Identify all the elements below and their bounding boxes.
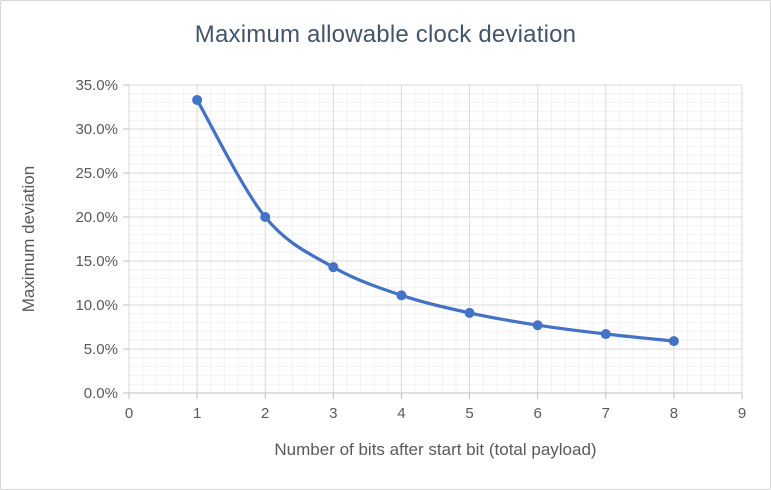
data-point-marker bbox=[532, 320, 543, 331]
y-tick-label: 20.0% bbox=[75, 209, 118, 226]
x-tick-label: 9 bbox=[738, 405, 746, 422]
y-tick-label: 30.0% bbox=[75, 121, 118, 138]
x-tick-label: 2 bbox=[261, 405, 269, 422]
y-tick-label: 5.0% bbox=[84, 341, 118, 358]
y-tick-label: 10.0% bbox=[75, 297, 118, 314]
x-tick-label: 1 bbox=[193, 405, 201, 422]
y-tick-label: 15.0% bbox=[75, 253, 118, 270]
x-tick-label: 4 bbox=[397, 405, 405, 422]
y-tick-label: 35.0% bbox=[75, 77, 118, 94]
data-point-marker bbox=[668, 336, 679, 347]
y-axis-title: Maximum deviation bbox=[19, 165, 38, 313]
x-tick-label: 6 bbox=[533, 405, 541, 422]
data-point-marker bbox=[600, 329, 611, 340]
y-tick-label: 25.0% bbox=[75, 165, 118, 182]
data-point-marker bbox=[464, 307, 475, 318]
y-tick-label: 0.0% bbox=[84, 385, 118, 402]
x-tick-label: 5 bbox=[465, 405, 473, 422]
data-point-marker bbox=[260, 212, 271, 222]
x-tick-label: 0 bbox=[125, 405, 133, 422]
data-point-marker bbox=[192, 94, 203, 105]
data-point-marker bbox=[396, 290, 407, 301]
x-tick-label: 7 bbox=[602, 405, 610, 422]
x-axis-title: Number of bits after start bit (total pa… bbox=[274, 440, 597, 459]
x-tick-label: 8 bbox=[670, 405, 678, 422]
x-tick-label: 3 bbox=[329, 405, 337, 422]
chart-title: Maximum allowable clock deviation bbox=[194, 21, 577, 48]
data-point-marker bbox=[328, 262, 339, 273]
